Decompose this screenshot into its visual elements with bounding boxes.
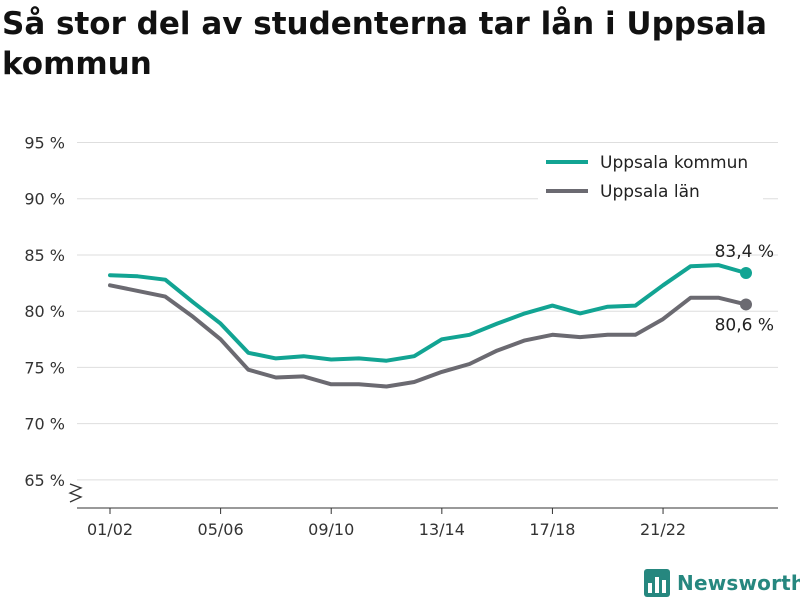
y-tick-label: 75 % <box>24 358 65 377</box>
x-tick-label: 09/10 <box>308 520 354 539</box>
x-axis: 01/02 05/06 09/10 13/14 17/18 21/22 <box>68 483 778 539</box>
series-line-1 <box>108 263 748 363</box>
y-tick-label: 70 % <box>24 415 65 434</box>
series-line-2 <box>108 283 748 389</box>
end-value-label-2: 80,6 % <box>715 315 774 335</box>
y-tick-label: 90 % <box>24 190 65 209</box>
chart-title: Så stor del av studenterna tar lån i Upp… <box>2 6 767 82</box>
legend-label: Uppsala kommun <box>600 153 748 173</box>
x-tick-label: 21/22 <box>640 520 686 539</box>
x-tick-label: 05/06 <box>198 520 244 539</box>
x-tick-label: 13/14 <box>419 520 465 539</box>
y-tick-label: 65 % <box>24 471 65 490</box>
y-tick-label: 95 % <box>24 133 65 152</box>
legend: Uppsala kommun Uppsala län <box>538 144 763 208</box>
end-point-2 <box>740 298 752 311</box>
y-tick-label: 85 % <box>24 246 65 265</box>
y-tick-label: 80 % <box>24 302 65 321</box>
x-tick-label: 01/02 <box>87 520 133 539</box>
series-lines <box>108 263 748 389</box>
legend-background <box>538 144 763 208</box>
newsworthy-brand: Newsworthy <box>644 568 800 598</box>
axis-break-icon <box>68 483 83 503</box>
legend-label: Uppsala län <box>600 182 700 202</box>
bar-chart-logo-icon <box>644 569 670 597</box>
end-point-1 <box>740 266 752 279</box>
end-value-label-1: 83,4 % <box>715 242 774 262</box>
x-tick-label: 17/18 <box>529 520 575 539</box>
brand-name: Newsworthy <box>677 571 800 595</box>
series-end-markers: 83,4 % 80,6 % <box>715 242 774 335</box>
y-axis-tick-labels: 65 % 70 % 75 % 80 % 85 % 90 % 95 % <box>24 133 65 489</box>
